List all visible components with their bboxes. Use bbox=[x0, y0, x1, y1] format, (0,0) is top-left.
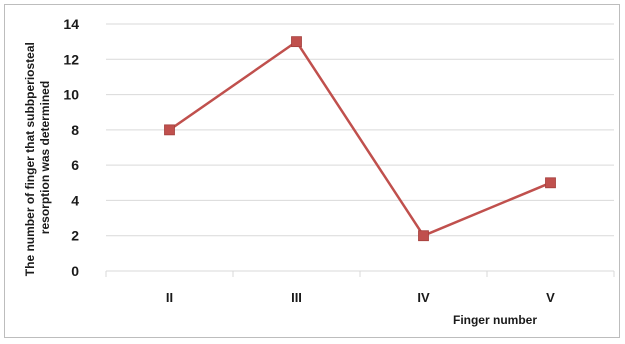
x-tick-label: II bbox=[166, 290, 173, 305]
y-tick-label: 2 bbox=[71, 228, 79, 244]
chart-frame: 0 2 4 6 8 10 12 14 II III IV V Finger number The n… bbox=[4, 4, 620, 338]
y-tick-label: 4 bbox=[71, 192, 79, 208]
y-axis-title-line-2: resorption was determined bbox=[38, 81, 52, 234]
y-axis-title: The number of finger that subbperiosteal… bbox=[23, 39, 52, 276]
series-line-path bbox=[168, 40, 551, 237]
x-axis-ticks: II III IV V bbox=[105, 271, 615, 305]
series-markers bbox=[164, 36, 556, 242]
x-axis-title: Finger number bbox=[453, 313, 537, 327]
y-tick-label: 10 bbox=[63, 87, 79, 103]
x-tick-label: III bbox=[291, 290, 302, 305]
gridlines bbox=[106, 23, 614, 272]
data-point bbox=[418, 230, 429, 242]
y-tick-label: 6 bbox=[71, 157, 79, 173]
x-tick-label: V bbox=[546, 290, 555, 305]
y-tick-label: 12 bbox=[63, 51, 79, 67]
x-tick-label: IV bbox=[417, 290, 430, 305]
y-axis-ticks: 0 2 4 6 8 10 12 14 bbox=[63, 16, 79, 279]
y-tick-label: 0 bbox=[71, 263, 79, 279]
series-line bbox=[168, 40, 551, 237]
y-axis-title-line-1: The number of finger that subbperiosteal bbox=[23, 42, 37, 276]
data-point bbox=[291, 36, 302, 48]
data-point bbox=[164, 124, 175, 136]
y-tick-label: 8 bbox=[71, 122, 79, 138]
y-tick-label: 14 bbox=[63, 16, 79, 32]
data-point bbox=[545, 177, 556, 189]
